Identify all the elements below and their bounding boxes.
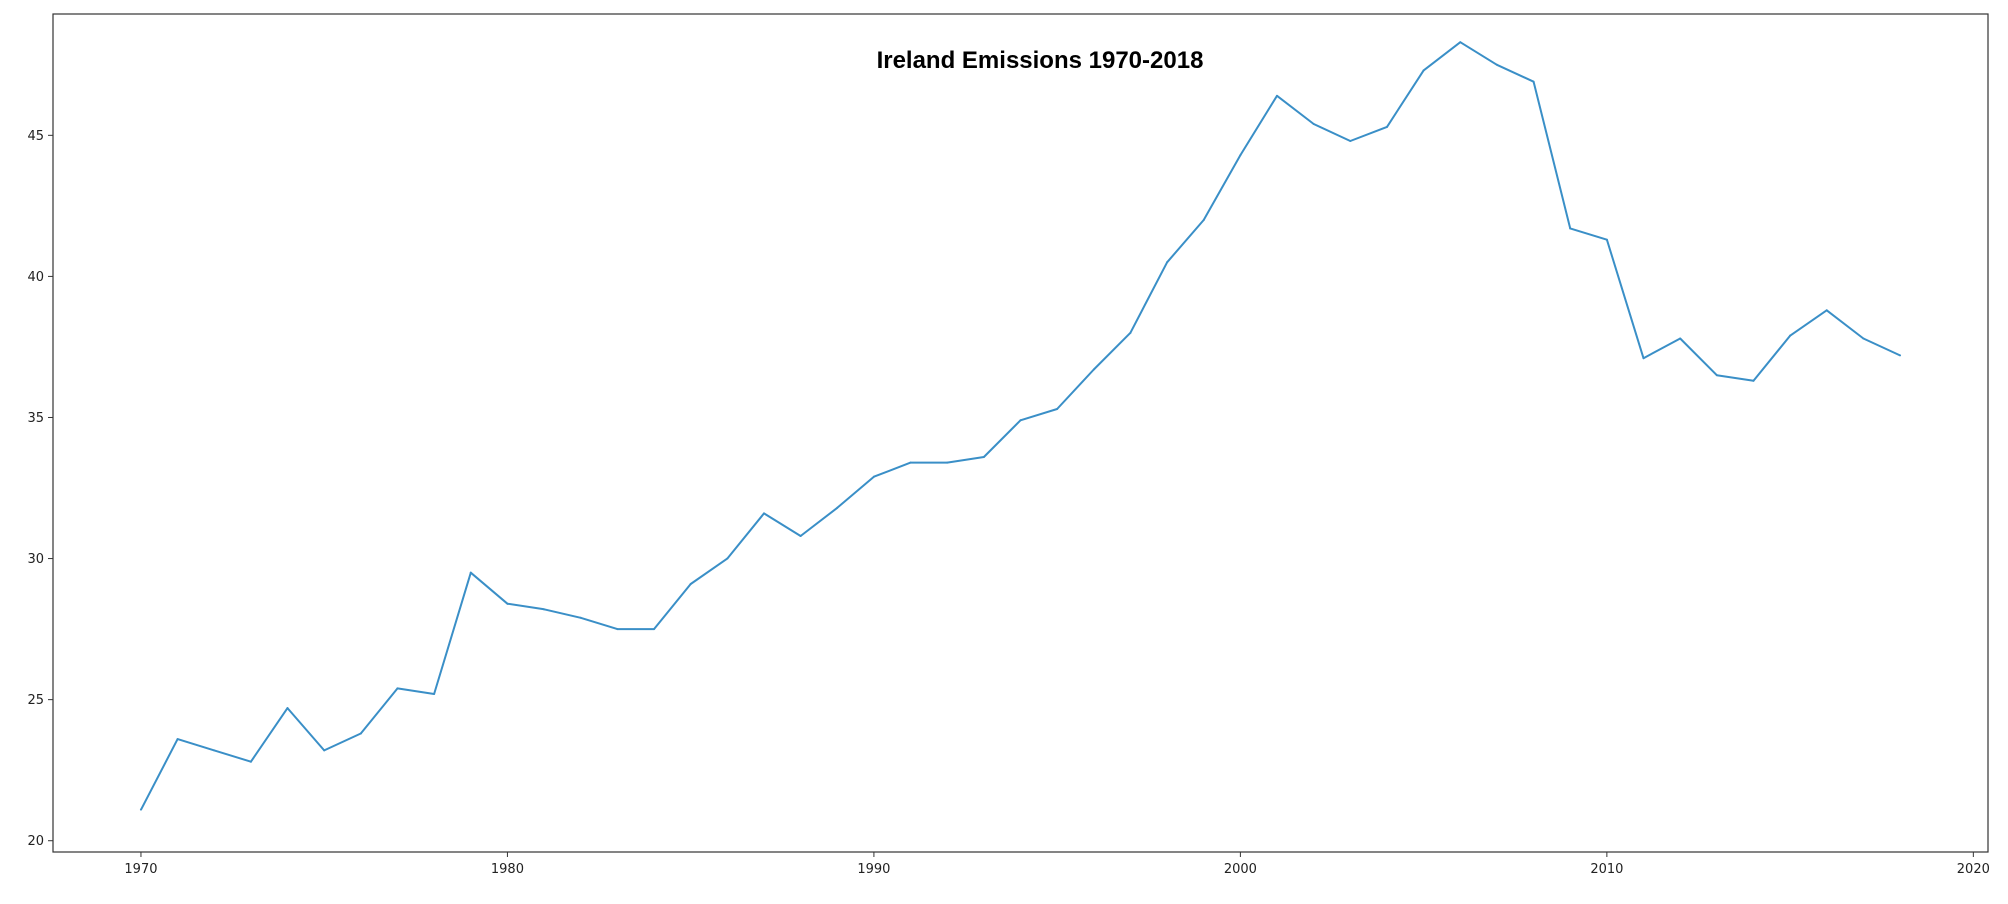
data-point [616, 628, 619, 631]
data-point [1495, 63, 1498, 66]
data-point [506, 602, 509, 605]
data-point [176, 738, 179, 741]
data-point [543, 608, 546, 611]
data-point [396, 687, 399, 690]
x-tick-label: 2000 [1224, 862, 1257, 877]
data-point [1239, 154, 1242, 157]
data-point [1385, 125, 1388, 128]
data-point [1349, 139, 1352, 142]
data-point [1312, 123, 1315, 126]
data-point [1825, 309, 1828, 312]
data-point [1862, 337, 1865, 340]
x-tick-label: 2020 [1957, 862, 1990, 877]
data-point [433, 692, 436, 695]
data-point [1532, 80, 1535, 83]
data-point [1899, 354, 1902, 357]
data-point [1202, 218, 1205, 221]
data-point [139, 808, 142, 811]
data-point [653, 628, 656, 631]
data-point [1642, 357, 1645, 360]
data-point [1715, 374, 1718, 377]
data-point [286, 707, 289, 710]
data-point [1605, 238, 1608, 241]
data-point [1276, 94, 1279, 97]
y-tick-label: 45 [27, 129, 44, 144]
data-point [1092, 368, 1095, 371]
data-point [323, 749, 326, 752]
data-point [249, 760, 252, 763]
data-point [1166, 261, 1169, 264]
data-point [726, 557, 729, 560]
data-point [213, 749, 216, 752]
x-tick-label: 1970 [124, 862, 157, 877]
y-tick-label: 30 [27, 552, 44, 567]
chart-title: Ireland Emissions 1970-2018 [877, 47, 1204, 74]
data-point [1019, 419, 1022, 422]
data-point [799, 534, 802, 537]
data-point [872, 475, 875, 478]
data-point [1789, 334, 1792, 337]
series-layer [139, 41, 1902, 811]
data-point [1056, 408, 1059, 411]
y-tick-label: 25 [27, 693, 44, 708]
data-point [1569, 227, 1572, 230]
plot-frame [52, 13, 1989, 853]
data-point [359, 732, 362, 735]
x-tick-label: 1990 [857, 862, 890, 877]
data-point [836, 506, 839, 509]
data-point [579, 616, 582, 619]
y-tick-label: 20 [27, 834, 44, 849]
data-point [982, 455, 985, 458]
data-point [689, 582, 692, 585]
data-point [1459, 41, 1462, 44]
data-point [1422, 69, 1425, 72]
data-point [469, 571, 472, 574]
data-point [1129, 331, 1132, 334]
data-point [909, 461, 912, 464]
data-point [1679, 337, 1682, 340]
data-point [946, 461, 949, 464]
data-point [1752, 379, 1755, 382]
y-tick-label: 35 [27, 411, 44, 426]
y-tick-label: 40 [27, 270, 44, 285]
x-tick-label: 2010 [1590, 862, 1623, 877]
data-point [762, 512, 765, 515]
x-tick-label: 1980 [491, 862, 524, 877]
